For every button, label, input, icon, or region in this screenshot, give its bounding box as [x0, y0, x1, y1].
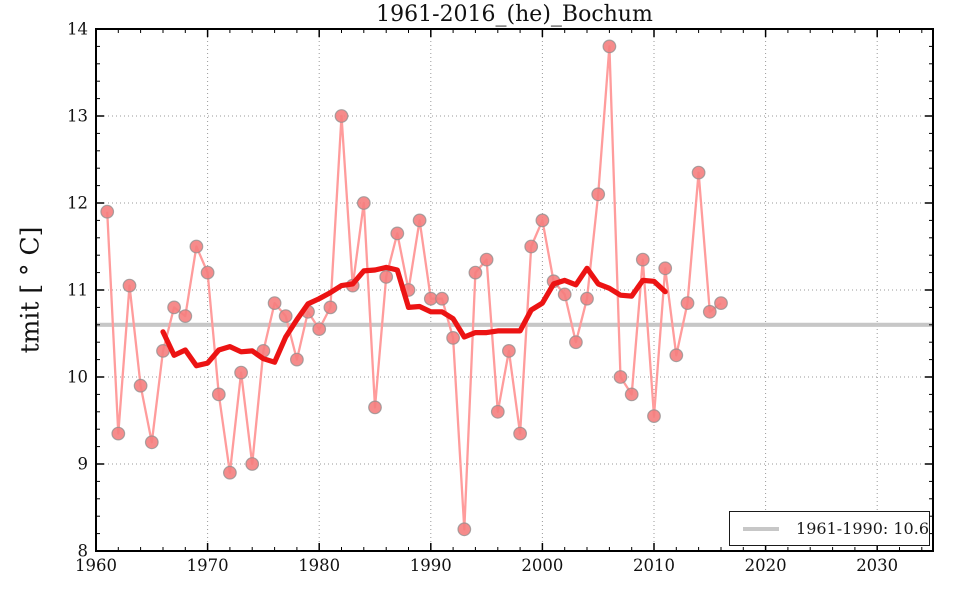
data-point-marker	[680, 296, 695, 311]
legend-line-swatch	[743, 526, 780, 531]
y-tick-label: 10	[67, 368, 88, 387]
data-point-marker	[647, 409, 661, 424]
data-point-marker	[189, 239, 204, 254]
annual-series-line	[106, 45, 722, 531]
x-tick-label: 2020	[745, 556, 787, 575]
data-point-marker	[379, 270, 394, 284]
data-point-marker	[446, 331, 461, 345]
plot-frame	[95, 28, 934, 552]
data-point-marker	[178, 309, 193, 324]
y-tick-label: 12	[67, 194, 88, 213]
y-tick-label: 13	[67, 107, 88, 126]
x-tick-label: 1990	[410, 556, 452, 575]
data-point-marker	[691, 165, 706, 180]
data-point-marker	[658, 261, 673, 276]
data-point-marker	[457, 522, 472, 537]
x-tick-label: 1960	[75, 556, 117, 575]
data-point-marker	[502, 344, 516, 358]
chart-title: 1961-2016_(he)_Bochum	[376, 2, 653, 27]
data-point-marker	[635, 252, 650, 267]
data-point-marker	[613, 370, 628, 384]
data-point-marker	[714, 296, 728, 311]
data-point-marker	[122, 278, 137, 293]
data-point-marker	[490, 404, 505, 419]
x-tick-label: 1970	[187, 556, 229, 575]
data-point-marker	[267, 296, 282, 311]
data-point-marker	[368, 400, 382, 415]
data-point-marker	[100, 204, 115, 219]
data-point-marker	[412, 213, 427, 228]
data-point-marker	[479, 252, 494, 267]
data-point-marker	[144, 435, 159, 450]
x-tick-labels: 1960 1970 1980 1990 2000 2010 2020 2030	[75, 556, 898, 575]
data-point-marker	[435, 291, 449, 306]
y-tick-label: 8	[78, 542, 89, 561]
data-point-marker	[557, 287, 572, 302]
data-point-marker	[323, 300, 338, 315]
grid-lines	[96, 29, 933, 551]
legend-label: 1961-1990: 10.6	[796, 519, 929, 538]
axis-ticks	[95, 28, 933, 552]
data-point-marker	[278, 309, 293, 324]
data-point-marker	[702, 304, 717, 319]
data-point-marker	[167, 300, 182, 315]
running-mean-line	[160, 264, 668, 369]
data-point-marker	[234, 365, 249, 380]
data-point-marker	[468, 265, 483, 280]
data-point-marker	[569, 335, 583, 350]
data-point-marker	[524, 239, 539, 254]
x-tick-label: 2030	[856, 556, 898, 575]
data-point-marker	[535, 213, 550, 228]
data-point-marker	[669, 348, 684, 363]
data-point-marker	[200, 265, 215, 280]
data-point-marker	[111, 426, 126, 441]
data-point-marker	[290, 352, 304, 367]
data-point-marker	[356, 196, 371, 210]
data-point-marker	[211, 387, 226, 402]
y-tick-labels: 8 9 10 11 12 13 14	[67, 20, 88, 561]
x-tick-label: 2000	[521, 556, 563, 575]
x-tick-label: 1980	[298, 556, 340, 575]
annual-series-markers	[100, 39, 728, 537]
y-axis-label: tmit [ ° C]	[15, 226, 45, 354]
y-tick-label: 11	[67, 281, 88, 300]
data-point-marker	[513, 426, 527, 441]
data-point-marker	[624, 387, 639, 402]
data-point-marker	[245, 457, 260, 471]
data-point-marker	[591, 187, 606, 202]
data-point-marker	[602, 39, 617, 54]
data-point-marker	[312, 322, 327, 337]
data-point-marker	[580, 291, 594, 306]
x-tick-label: 2010	[633, 556, 675, 575]
data-point-marker	[222, 465, 237, 480]
y-tick-label: 14	[67, 20, 88, 39]
legend: 1961-1990: 10.6	[729, 511, 930, 546]
data-point-marker	[334, 109, 349, 123]
data-point-marker	[133, 378, 148, 393]
y-tick-label: 9	[78, 455, 89, 474]
data-point-marker	[390, 226, 405, 241]
